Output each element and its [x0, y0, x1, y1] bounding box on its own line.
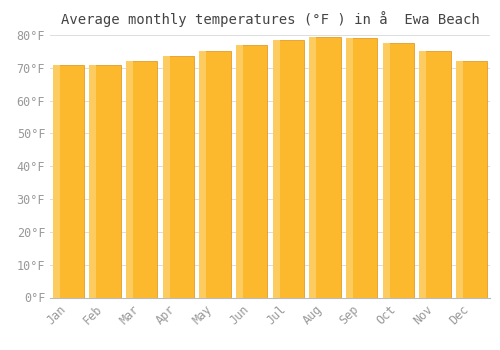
Bar: [90, 64, 96, 298]
Bar: [236, 45, 267, 298]
Bar: [346, 38, 378, 298]
Bar: [53, 64, 60, 298]
Bar: [273, 40, 304, 298]
Bar: [382, 43, 414, 298]
Bar: [126, 61, 133, 298]
Bar: [163, 56, 194, 298]
Bar: [163, 56, 170, 298]
Bar: [236, 45, 243, 298]
Bar: [53, 64, 84, 298]
Bar: [200, 51, 230, 298]
Bar: [273, 40, 280, 298]
Bar: [420, 51, 426, 298]
Bar: [456, 61, 487, 298]
Bar: [90, 64, 120, 298]
Bar: [456, 61, 463, 298]
Bar: [126, 61, 157, 298]
Bar: [200, 51, 206, 298]
Bar: [310, 37, 340, 298]
Bar: [310, 37, 316, 298]
Bar: [346, 38, 353, 298]
Bar: [420, 51, 450, 298]
Bar: [382, 43, 390, 298]
Title: Average monthly temperatures (°F ) in å  Ewa Beach: Average monthly temperatures (°F ) in å …: [60, 11, 480, 27]
